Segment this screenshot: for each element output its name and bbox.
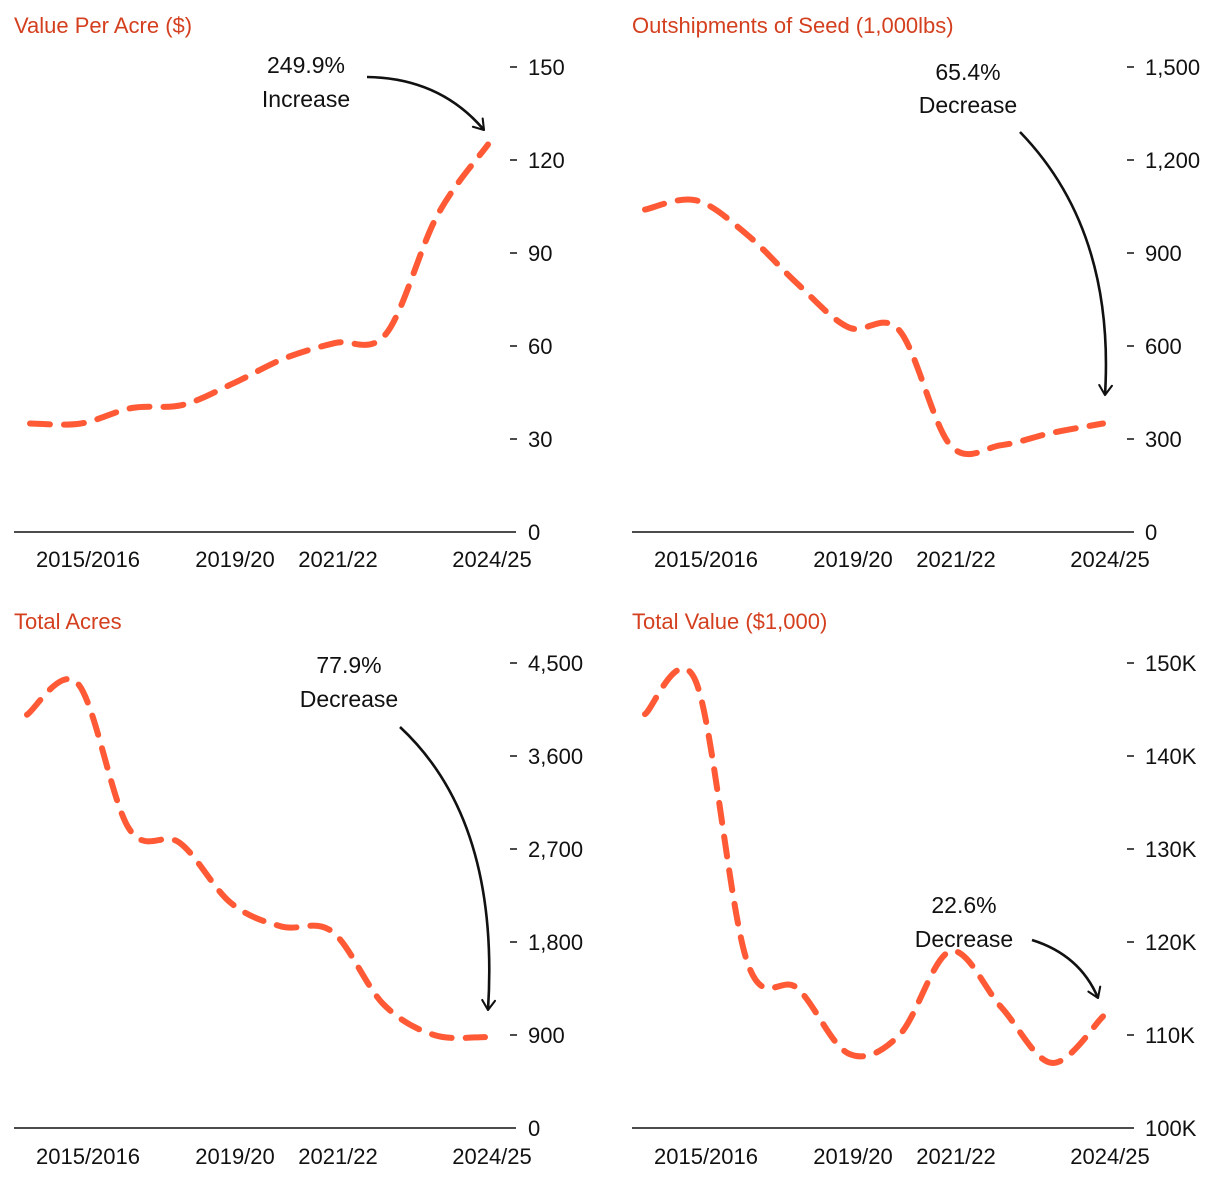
y-tick-label: 300 bbox=[1145, 427, 1182, 452]
y-tick-label: 1,500 bbox=[1145, 55, 1200, 80]
y-tick-label: 4,500 bbox=[528, 651, 583, 676]
annotation-arrow bbox=[366, 75, 486, 132]
x-axis: 2015/2016 2019/20 2021/22 2024/25 bbox=[14, 1127, 532, 1169]
x-axis: 2015/2016 2019/20 2021/22 2024/25 bbox=[632, 1127, 1150, 1169]
x-tick-label: 2019/20 bbox=[195, 547, 275, 572]
x-tick-label: 2024/25 bbox=[1070, 547, 1150, 572]
annotation-value: 249.9% bbox=[267, 52, 345, 78]
x-tick-label: 2015/2016 bbox=[654, 1144, 758, 1169]
y-tick-label: 0 bbox=[1145, 520, 1157, 545]
y-tick-label: 60 bbox=[528, 334, 552, 359]
y-tick-label: 0 bbox=[528, 520, 540, 545]
data-line bbox=[642, 196, 1106, 458]
y-tick-label: 90 bbox=[528, 241, 552, 266]
y-tick-label: 1,200 bbox=[1145, 148, 1200, 173]
data-line bbox=[27, 141, 491, 428]
x-axis: 2015/2016 2019/20 2021/22 2024/25 bbox=[632, 531, 1150, 572]
annotation-label: Decrease bbox=[919, 92, 1017, 118]
x-tick-label: 2015/2016 bbox=[36, 1144, 140, 1169]
chart-title: Value Per Acre ($) bbox=[14, 13, 192, 38]
x-tick-label: 2021/22 bbox=[298, 547, 378, 572]
y-tick-label: 120 bbox=[528, 148, 565, 173]
data-line bbox=[24, 676, 488, 1041]
x-tick-label: 2021/22 bbox=[916, 1144, 996, 1169]
annotation-label: Decrease bbox=[300, 686, 398, 712]
y-tick-label: 600 bbox=[1145, 334, 1182, 359]
y-axis: 100K 110K 120K 130K 140K 150K bbox=[1127, 651, 1197, 1141]
y-tick-label: 900 bbox=[528, 1023, 565, 1048]
y-tick-label: 120K bbox=[1145, 930, 1197, 955]
chart-title: Total Acres bbox=[14, 609, 122, 634]
x-tick-label: 2015/2016 bbox=[36, 547, 140, 572]
annotation-arrow bbox=[1031, 938, 1102, 1000]
y-tick-label: 2,700 bbox=[528, 837, 583, 862]
panel-total-acres: Total Acres 0 900 1,800 2,700 3,600 4,500 201… bbox=[14, 609, 583, 1169]
y-tick-label: 140K bbox=[1145, 744, 1197, 769]
annotation-value: 22.6% bbox=[931, 892, 996, 918]
x-tick-label: 2021/22 bbox=[298, 1144, 378, 1169]
x-axis: 2015/2016 2019/20 2021/22 2024/25 bbox=[14, 531, 532, 572]
y-tick-label: 110K bbox=[1145, 1023, 1195, 1048]
x-tick-label: 2019/20 bbox=[813, 547, 893, 572]
x-tick-label: 2024/25 bbox=[1070, 1144, 1150, 1169]
y-axis: 0 300 600 900 1,200 1,500 bbox=[1127, 55, 1200, 545]
y-tick-label: 1,800 bbox=[528, 930, 583, 955]
y-tick-label: 130K bbox=[1145, 837, 1197, 862]
x-tick-label: 2021/22 bbox=[916, 547, 996, 572]
data-line bbox=[642, 665, 1106, 1066]
panel-value-per-acre: Value Per Acre ($) 0 30 60 90 120 150 2015/20… bbox=[14, 13, 565, 572]
x-tick-label: 2015/2016 bbox=[654, 547, 758, 572]
annotation-value: 65.4% bbox=[935, 59, 1000, 85]
y-axis: 0 900 1,800 2,700 3,600 4,500 bbox=[510, 651, 583, 1141]
y-axis: 0 30 60 90 120 150 bbox=[510, 55, 565, 545]
y-tick-label: 0 bbox=[528, 1116, 540, 1141]
panel-total-value: Total Value ($1,000) 100K 110K 120K 130K 140… bbox=[632, 609, 1197, 1169]
x-tick-label: 2024/25 bbox=[452, 1144, 532, 1169]
x-tick-label: 2019/20 bbox=[813, 1144, 893, 1169]
y-tick-label: 150K bbox=[1145, 651, 1197, 676]
annotation-label: Decrease bbox=[915, 926, 1013, 952]
x-tick-label: 2024/25 bbox=[452, 547, 532, 572]
annotation-label: Increase bbox=[262, 86, 350, 112]
annotation-arrow bbox=[399, 726, 497, 1012]
y-tick-label: 900 bbox=[1145, 241, 1182, 266]
y-tick-label: 3,600 bbox=[528, 744, 583, 769]
x-tick-label: 2019/20 bbox=[195, 1144, 275, 1169]
chart-title: Outshipments of Seed (1,000lbs) bbox=[632, 13, 954, 38]
y-tick-label: 150 bbox=[528, 55, 565, 80]
panel-outshipments-seed: Outshipments of Seed (1,000lbs) 0 300 600 9… bbox=[632, 13, 1200, 572]
y-tick-label: 100K bbox=[1145, 1116, 1197, 1141]
annotation-arrow bbox=[1019, 131, 1114, 397]
chart-title: Total Value ($1,000) bbox=[632, 609, 827, 634]
annotation-value: 77.9% bbox=[316, 652, 381, 678]
y-tick-label: 30 bbox=[528, 427, 552, 452]
